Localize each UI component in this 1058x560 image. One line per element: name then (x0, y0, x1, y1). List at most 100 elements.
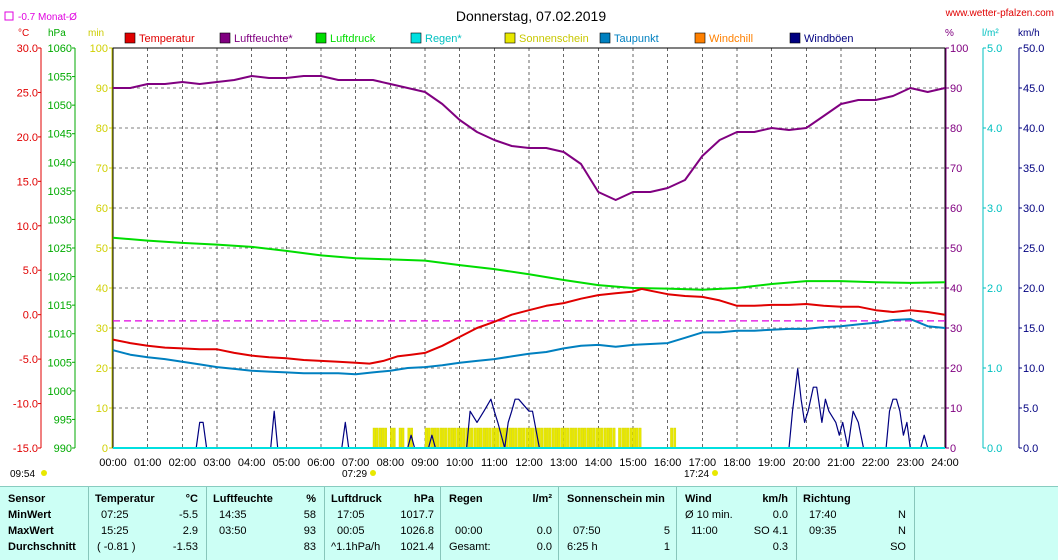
sunshine-bar (496, 427, 500, 449)
hum-max-time: 03:50 (219, 525, 247, 537)
wind-axis-tick-label: 10.0 (1023, 363, 1044, 375)
site-link[interactable]: www.wetter-pfalzen.com (945, 8, 1054, 19)
legend-swatch (410, 32, 422, 44)
chart-title: Donnerstag, 07.02.2019 (456, 8, 606, 24)
sunshine-bar (578, 427, 581, 449)
sunshine-bar (557, 427, 561, 449)
humidity-axis-tick-label: 0 (950, 443, 956, 455)
press-max-time: 00:05 (337, 525, 365, 537)
sunshine-bar (479, 427, 483, 449)
humidity-axis-tick-label: 90 (950, 83, 962, 95)
sunshine-bar (511, 427, 515, 449)
pressure-axis-tick-label: 1045 (48, 129, 72, 141)
pressure-axis-tick-label: 1050 (48, 100, 72, 112)
sunshine-bar (563, 427, 567, 449)
sunshine-bar (453, 427, 457, 449)
row-label-avg: Durchschnitt (8, 541, 76, 553)
temp-max-time: 15:25 (101, 525, 129, 537)
hdr-pressure: Luftdruck (331, 493, 382, 505)
legend-label: Temperatur (139, 33, 195, 45)
x-tick-label: 18:00 (723, 457, 751, 469)
sunshine-bar (398, 427, 402, 449)
minutes-axis-tick-label: 20 (96, 363, 108, 375)
col-direction: Richtung 17:40 N 09:35 N SO (796, 487, 914, 560)
sun-icon (41, 470, 47, 476)
sunshine-bar (494, 427, 497, 449)
sunshine-bar (459, 427, 463, 449)
sunshine-bar (488, 427, 491, 449)
sun-total-label: 6:25 h (567, 541, 598, 553)
hdr-sensor: Sensor (8, 493, 46, 505)
sunshine-bar (548, 427, 552, 449)
x-tick-label: 03:00 (203, 457, 231, 469)
sunshine-bar (624, 427, 627, 449)
x-tick-label: 07:00 (342, 457, 370, 469)
pressure-axis-tick-label: 1035 (48, 186, 72, 198)
press-avg-value: 1021.4 (400, 541, 434, 553)
month-avg-swatch (4, 11, 14, 21)
sunshine-bar (514, 427, 517, 449)
x-tick-label: 12:00 (515, 457, 543, 469)
pressure-axis-tick-label: 1025 (48, 243, 72, 255)
col-pressure: Luftdruck hPa 17:05 1017.7 00:05 1026.8 ^1.… (324, 487, 440, 560)
wind-min-value: 0.0 (772, 509, 788, 521)
sunshine-bar (470, 427, 474, 449)
sunshine-bar (491, 427, 495, 449)
sunshine-bar (436, 427, 439, 449)
wind-axis-tick-label: 25.0 (1023, 243, 1044, 255)
sunset-time: 17:24 (684, 469, 709, 480)
humidity-axis-tick-label: 20 (950, 363, 962, 375)
temp-axis-tick-label: 25.0 (17, 87, 38, 99)
legend-swatch (789, 32, 801, 44)
rain-axis-tick-label: 5.0 (987, 43, 1002, 55)
sunshine-bar (384, 427, 387, 449)
sunshine-bar (439, 427, 443, 449)
unit-pressure: hPa (48, 28, 66, 39)
temp-min-value: -5.5 (179, 509, 198, 521)
sunshine-bar (456, 427, 460, 449)
x-tick-label: 04:00 (238, 457, 266, 469)
sunshine-bar (508, 427, 512, 449)
press-max-value: 1026.8 (400, 525, 434, 537)
minutes-axis-tick-label: 10 (96, 403, 108, 415)
temp-avg-value: -1.53 (172, 541, 198, 553)
sun-max-time: 07:50 (573, 525, 601, 537)
hdr-direction: Richtung (803, 493, 851, 505)
sunshine-bar (626, 427, 630, 449)
sunshine-bar (600, 427, 604, 449)
hum-min-time: 14:35 (219, 509, 247, 521)
sunshine-bar (554, 427, 558, 449)
sunshine-bar (522, 427, 526, 449)
hdr-wind: Wind (685, 493, 712, 505)
x-tick-label: 21:00 (827, 457, 855, 469)
dir-max-time: 09:35 (809, 525, 837, 537)
minutes-axis-tick-label: 60 (96, 203, 108, 215)
sunshine-bar (520, 427, 523, 449)
x-tick-label: 15:00 (619, 457, 647, 469)
hum-avg-value: 83 (303, 541, 316, 553)
mark-left-time: 09:54 (10, 469, 35, 480)
sunshine-bar (604, 427, 607, 449)
x-tick-label: 16:00 (654, 457, 682, 469)
rain-total-label: Gesamt: (449, 541, 491, 553)
sunshine-bar (592, 427, 595, 449)
x-tick-label: 19:00 (758, 457, 786, 469)
row-label-max: MaxWert (8, 525, 54, 537)
sunshine-bar (609, 427, 613, 449)
pressure-axis-tick-label: 1010 (48, 329, 72, 341)
sunshine-bar (670, 427, 673, 449)
col-sunshine: Sonnenschein min 07:50 5 6:25 h 1 (558, 487, 676, 560)
sunshine-bar (598, 427, 601, 449)
legend-label: Windchill (709, 33, 753, 45)
sunshine-bar (589, 427, 593, 449)
sunshine-bar (612, 427, 616, 449)
sunrise-time: 07:29 (342, 469, 367, 480)
press-trend: ^1.1hPa/h (331, 541, 381, 553)
sunshine-bar (552, 427, 555, 449)
temp-axis-tick-label: -10.0 (13, 399, 38, 411)
series (112, 75, 946, 449)
humidity-axis-tick-label: 30 (950, 323, 962, 335)
series-line-temperatur (112, 287, 946, 365)
legend-swatch (694, 32, 706, 44)
x-tick-label: 13:00 (550, 457, 578, 469)
